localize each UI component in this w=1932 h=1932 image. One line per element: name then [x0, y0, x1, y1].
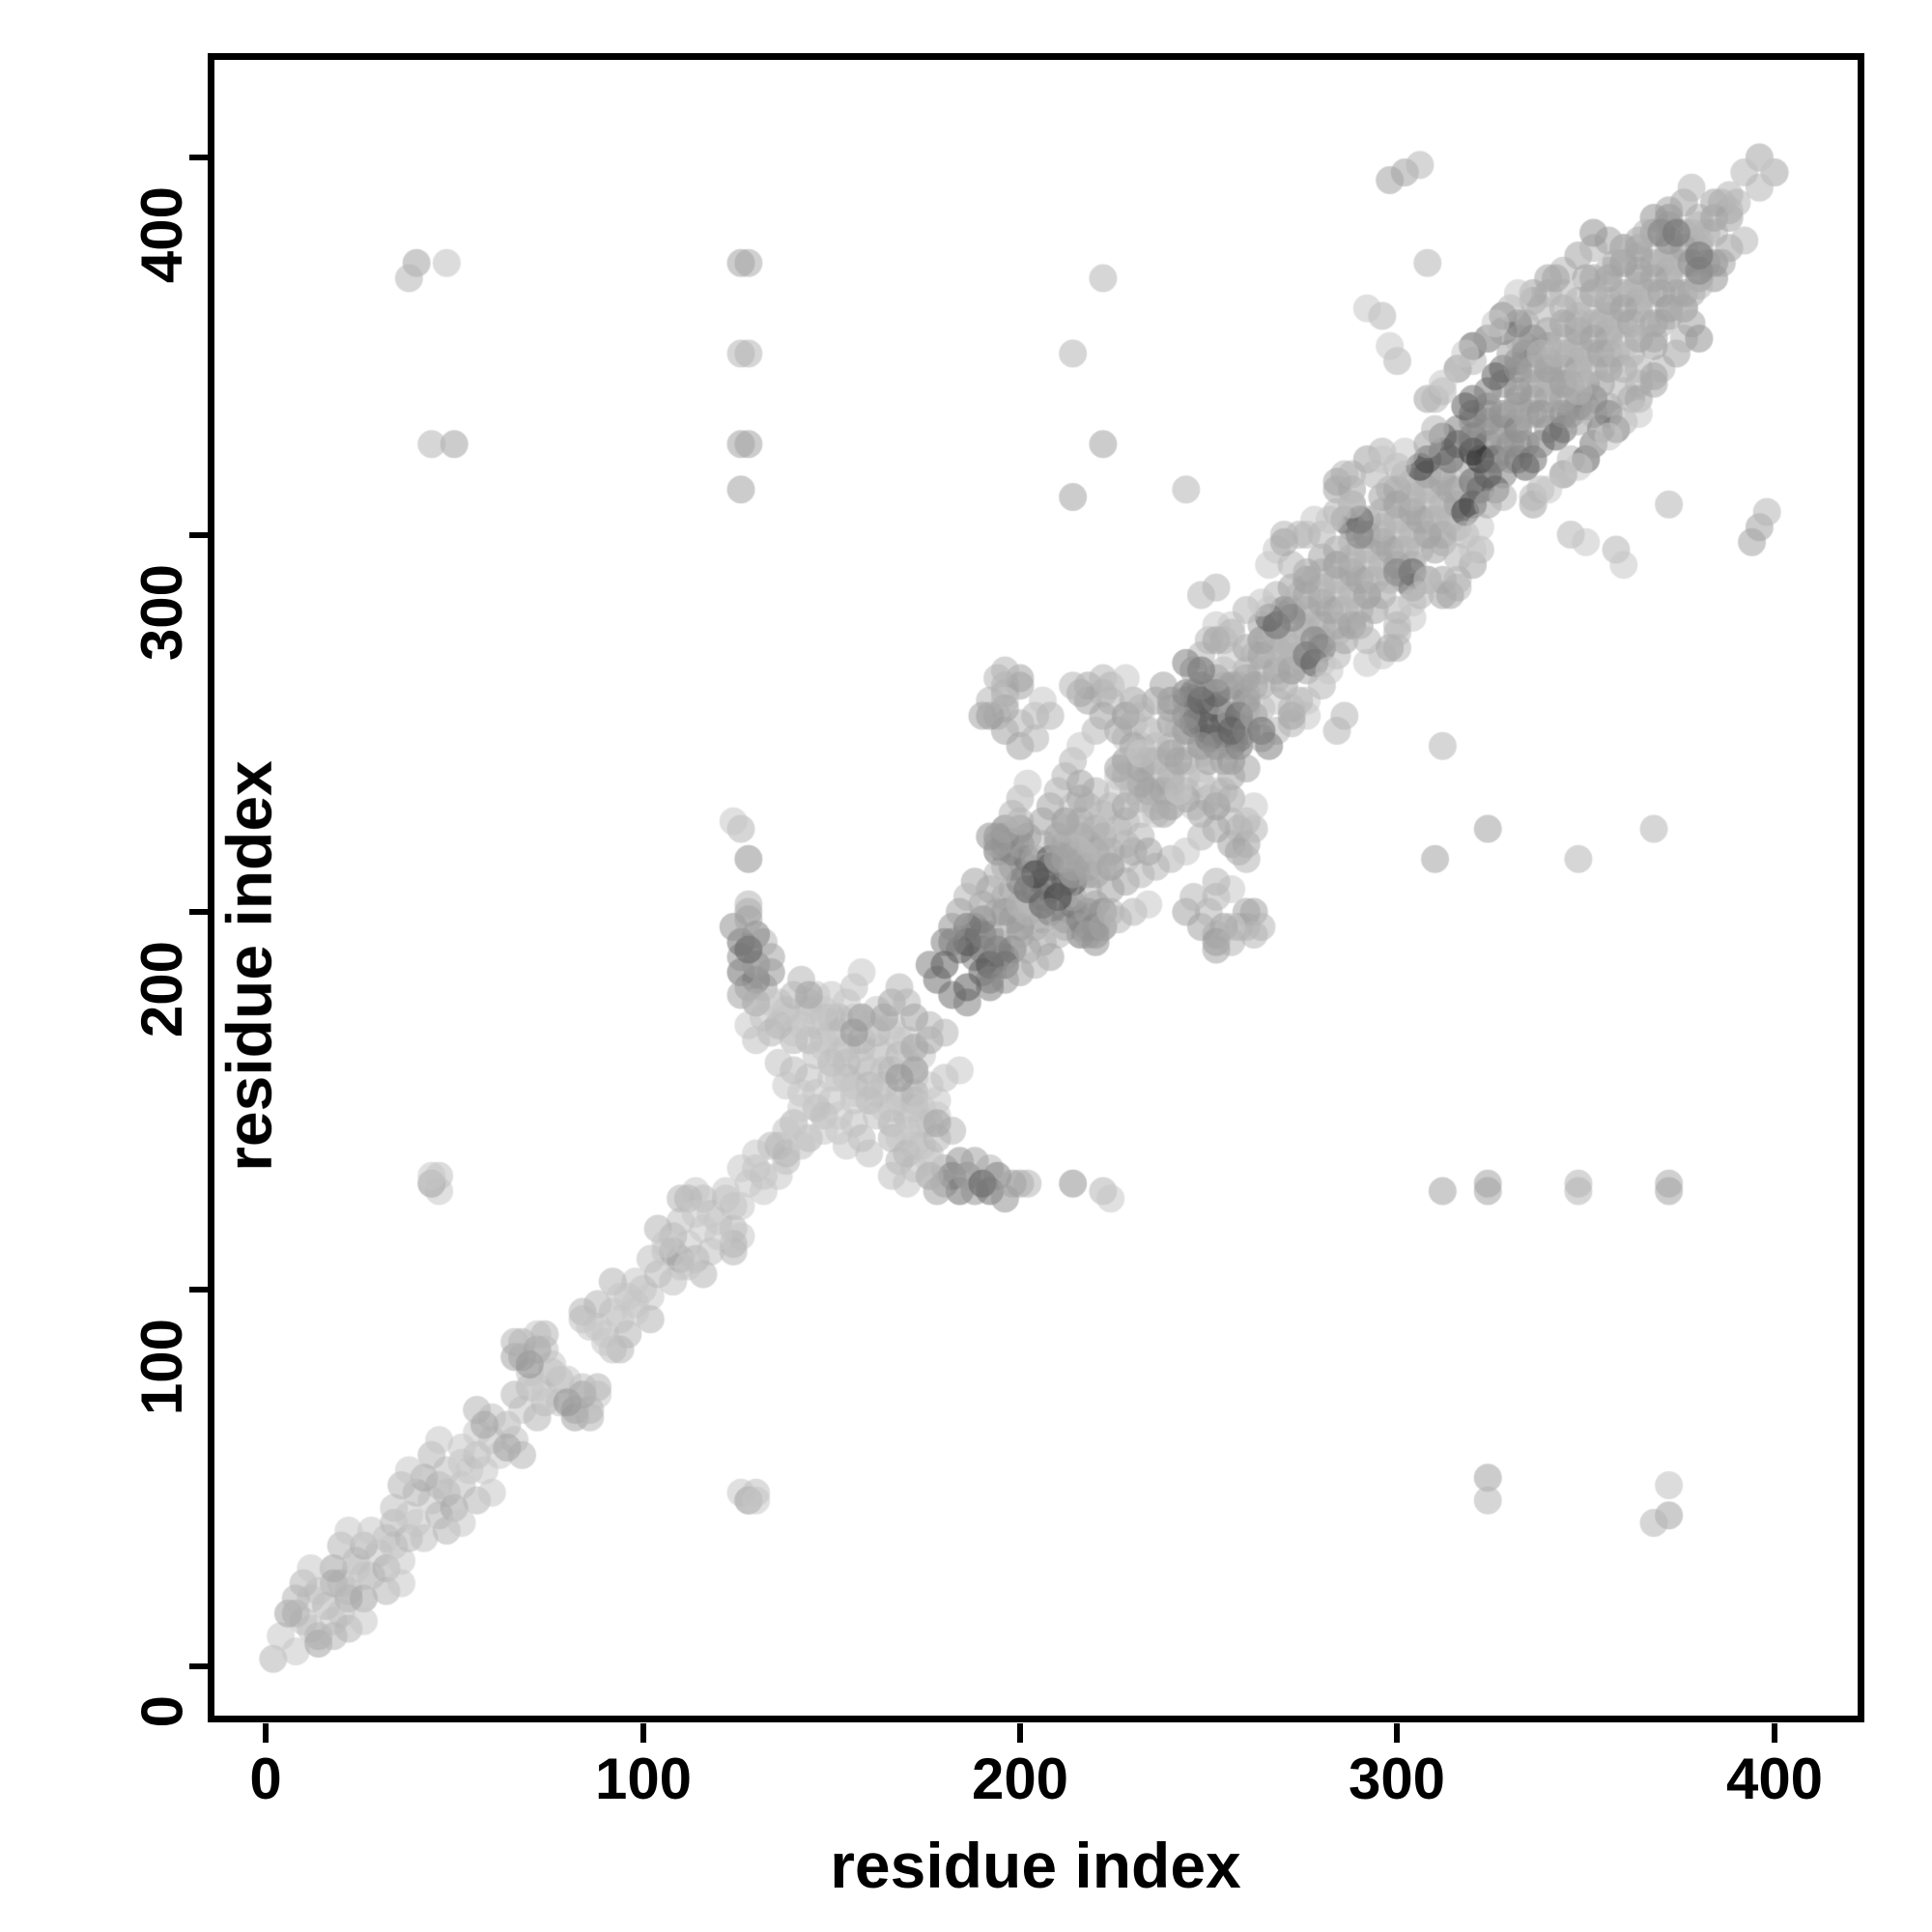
y-tick-200 [189, 909, 209, 915]
y-tick-label-400: 400 [129, 186, 194, 284]
x-tick-400 [1772, 1723, 1777, 1743]
y-tick-0 [189, 1663, 209, 1669]
x-axis-title: residue index [830, 1830, 1241, 1901]
x-tick-300 [1394, 1723, 1400, 1743]
y-tick-100 [189, 1287, 209, 1293]
x-tick-label-400: 400 [1725, 1747, 1824, 1811]
x-tick-label-200: 200 [971, 1747, 1069, 1811]
x-tick-label-100: 100 [594, 1747, 693, 1811]
y-tick-label-100: 100 [129, 1319, 194, 1416]
y-tick-400 [189, 155, 209, 160]
y-tick-label-200: 200 [129, 941, 194, 1038]
x-tick-label-300: 300 [1348, 1747, 1446, 1811]
plot-area [208, 53, 1864, 1722]
x-tick-label-0: 0 [249, 1747, 282, 1811]
y-axis-title: residue index [213, 760, 285, 1172]
x-tick-200 [1017, 1723, 1023, 1743]
y-tick-label-0: 0 [129, 1695, 194, 1728]
y-tick-label-300: 300 [129, 564, 194, 662]
x-tick-0 [263, 1723, 269, 1743]
x-tick-100 [640, 1723, 646, 1743]
contact-map-scatter [214, 60, 1858, 1716]
y-tick-300 [189, 532, 209, 538]
